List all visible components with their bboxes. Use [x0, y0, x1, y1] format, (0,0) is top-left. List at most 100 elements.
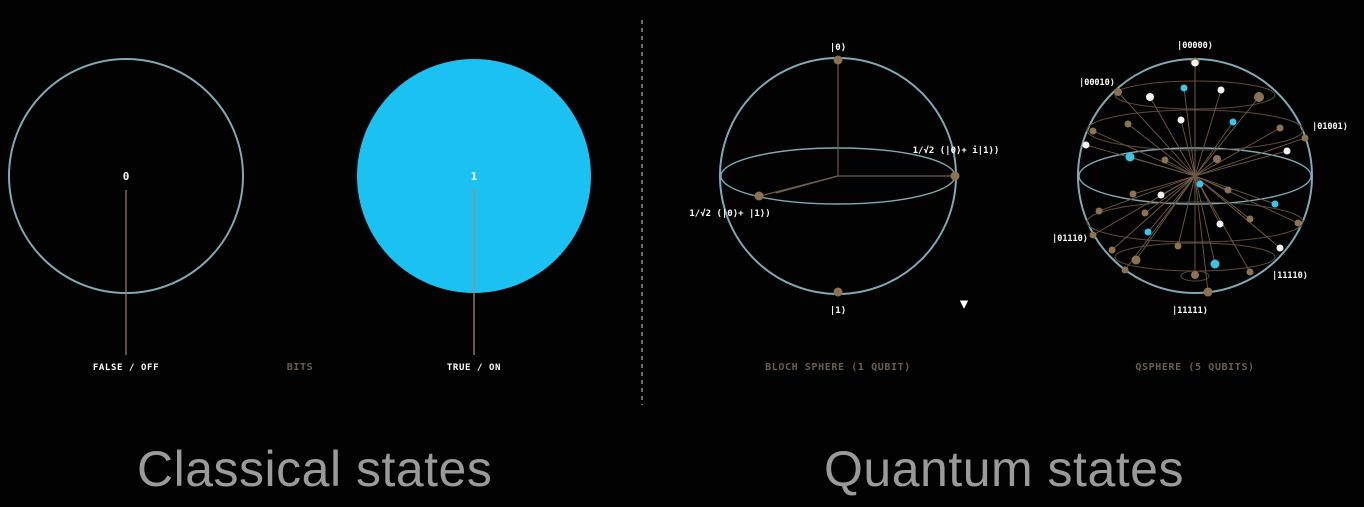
bloch-node-right	[950, 171, 960, 181]
bit-off-value: 0	[123, 170, 130, 183]
qsphere-state-node	[1271, 200, 1279, 208]
qsphere-spoke	[1194, 96, 1260, 177]
qsphere-spoke	[1127, 123, 1196, 177]
qsphere-state-node	[1203, 287, 1213, 297]
qsphere-ket-top: |00000⟩	[1177, 41, 1213, 51]
qsphere-state-node	[1095, 207, 1103, 215]
qsphere-state-node	[1246, 268, 1254, 276]
qsphere-state-node	[1294, 219, 1302, 227]
qsphere-state-node	[1131, 255, 1141, 265]
bloch-node-left	[754, 191, 764, 201]
qsphere-state-node	[1224, 186, 1232, 194]
qsphere-spoke	[1147, 175, 1196, 233]
bit-off-label: FALSE / OFF	[93, 363, 159, 373]
bloch-bottom-ket: |1⟩	[830, 306, 846, 316]
qsphere: |00000⟩ |00010⟩ |01001⟩ |01110⟩ |11110⟩ …	[1052, 41, 1348, 373]
qsphere-spoke	[1135, 175, 1196, 261]
qsphere-state-node	[1161, 156, 1169, 164]
qsphere-spoke	[1194, 158, 1218, 177]
qsphere-spoke	[1194, 175, 1299, 224]
qsphere-state-node	[1082, 141, 1090, 149]
qsphere-state-node	[1254, 92, 1264, 102]
qsphere-nodes	[1082, 57, 1309, 297]
bloch-node-bottom	[833, 287, 843, 297]
bloch-left-state: 1/√2 (|0⟩+ |1⟩)	[689, 208, 770, 219]
qsphere-spoke	[1111, 175, 1196, 251]
qsphere-spoke	[1194, 175, 1276, 205]
qsphere-state-node	[1089, 231, 1097, 239]
qsphere-state-node	[1146, 93, 1154, 101]
qsphere-state-node	[1276, 244, 1284, 252]
qsphere-state-node	[1174, 242, 1182, 250]
qsphere-state-node	[1180, 84, 1188, 92]
qsphere-spoke	[1194, 89, 1222, 177]
qsphere-state-node	[1191, 271, 1199, 279]
qsphere-spoke	[1194, 121, 1234, 177]
qsphere-ket-upper-right: |01001⟩	[1312, 122, 1348, 132]
qsphere-spoke	[1194, 175, 1216, 265]
qsphere-spoke	[1092, 130, 1196, 177]
qsphere-state-node	[1177, 116, 1185, 124]
qsphere-spoke	[1098, 175, 1196, 212]
bloch-right-state: 1/√2 (|0⟩+ i|1⟩)	[913, 145, 1000, 156]
qsphere-ket-lower-right: |11110⟩	[1272, 271, 1308, 281]
qsphere-spoke	[1124, 175, 1196, 271]
qsphere-state-node	[1229, 118, 1237, 126]
bloch-sphere: |0⟩ |1⟩ 1/√2 (|0⟩+ i|1⟩) 1/√2 (|0⟩+ |1⟩)…	[689, 43, 999, 373]
qsphere-state-node	[1283, 147, 1291, 155]
qsphere-spoke	[1092, 175, 1196, 236]
qsphere-state-node	[1141, 209, 1149, 217]
qsphere-state-node	[1114, 88, 1122, 96]
bit-on-value: 1	[471, 170, 478, 183]
qsphere-state-node	[1217, 86, 1225, 94]
bit-off-group: 0 FALSE / OFF	[8, 58, 244, 373]
qsphere-state-node	[1121, 266, 1129, 274]
qsphere-state-node	[1144, 228, 1152, 236]
qsphere-spoke	[1183, 87, 1196, 177]
qsphere-spoke	[1194, 175, 1281, 249]
qsphere-ket-upper-left: |00010⟩	[1079, 78, 1115, 88]
qsphere-spoke	[1194, 175, 1209, 293]
qsphere-spoke	[1144, 175, 1196, 214]
cursor-icon	[958, 299, 970, 312]
qsphere-spoke	[1129, 156, 1196, 177]
qsphere-spoke	[1194, 137, 1306, 177]
qsphere-ket-bottom: |11111⟩	[1172, 306, 1208, 316]
qsphere-state-node	[1216, 220, 1224, 228]
qsphere-spoke	[1117, 91, 1196, 177]
qsphere-spoke	[1149, 96, 1196, 177]
bloch-top-ket: |0⟩	[830, 43, 846, 53]
quantum-states-caption: Quantum states	[824, 441, 1184, 497]
bloch-section-label: BLOCH SPHERE (1 QUBIT)	[765, 362, 911, 373]
qsphere-spoke	[1194, 150, 1288, 177]
qsphere-state-node	[1157, 191, 1165, 199]
qsphere-state-node	[1089, 127, 1097, 135]
qsphere-spokes	[1085, 62, 1306, 293]
qsphere-spoke	[1194, 175, 1251, 220]
bit-on-circle	[357, 59, 591, 293]
qsphere-state-node	[1301, 134, 1309, 142]
qsphere-spoke	[1194, 127, 1281, 177]
qsphere-spoke	[1132, 175, 1196, 195]
bloch-state-vector	[759, 175, 839, 197]
qsphere-spoke	[1164, 159, 1196, 177]
qsphere-state-node	[1108, 246, 1116, 254]
bits-section-label: BITS	[287, 362, 313, 373]
qsphere-spoke	[1180, 119, 1196, 177]
qsphere-state-node	[1246, 215, 1254, 223]
bit-on-group: 1 TRUE / ON	[357, 59, 591, 373]
qsphere-state-node	[1124, 120, 1132, 128]
qsphere-state-node	[1191, 59, 1199, 67]
bloch-node-top	[833, 55, 843, 65]
qsphere-state-node	[1213, 155, 1221, 163]
qsphere-state-node	[1129, 190, 1137, 198]
qsphere-state-node	[1125, 152, 1135, 162]
qsphere-state-node	[1276, 124, 1284, 132]
qsphere-state-node	[1210, 259, 1220, 269]
qsphere-state-node	[1196, 180, 1204, 188]
classical-states-caption: Classical states	[137, 441, 493, 497]
qsphere-spoke	[1177, 175, 1196, 247]
qsphere-section-label: QSPHERE (5 QUBITS)	[1135, 362, 1254, 373]
